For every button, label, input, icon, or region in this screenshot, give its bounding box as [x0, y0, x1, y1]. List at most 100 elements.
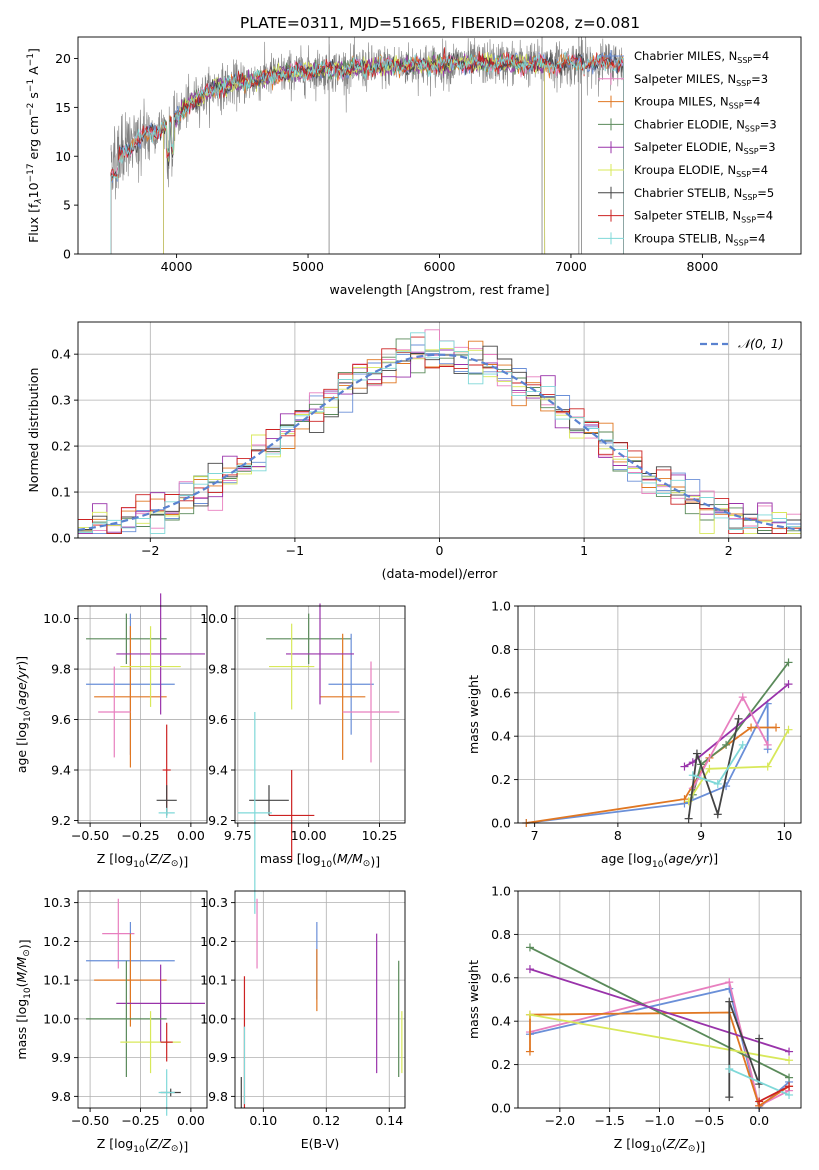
mass-vs-ebv-xtick-label: 0.10 — [249, 1113, 277, 1128]
residuals-gaussian-line — [78, 353, 801, 531]
legend-entry-value: =3 — [751, 72, 768, 86]
mass-vs-ebv-ytick-label: 10.2 — [200, 934, 228, 949]
residuals-xtick-label: 1 — [580, 543, 588, 558]
legend-entry-sub: SSP — [744, 147, 759, 156]
age-vs-Z-panel: −0.50 −0.25 0.009.29.49.69.810.0Z [log10(Z… — [14, 593, 208, 870]
weight-vs-age-xlabel-sub: 10 — [652, 860, 664, 870]
age-vs-Z-ylabel-part: age/yr — [14, 665, 29, 706]
age-vs-Z-xlabel-part: Z/Z — [149, 851, 172, 866]
legend-entry-n: N — [735, 140, 744, 154]
spectrum-ylabel-part: A — [26, 66, 41, 79]
weight-vs-age-ytick-label: 0.2 — [491, 772, 511, 787]
residuals-ytick-label: 0.4 — [51, 347, 71, 362]
weight-vs-Z-series-line — [728, 1001, 760, 1098]
mass-vs-ebv-ytick-label: 10.1 — [200, 973, 228, 988]
weight-vs-Z-ytick-label: 0.8 — [491, 927, 511, 942]
weight-vs-Z-xlabel-part: Z [log — [614, 1136, 650, 1151]
spectrum-ylabel-part: 10 — [26, 182, 41, 198]
age-vs-mass-xlabel-sub: ⊙ — [363, 859, 371, 869]
residuals-histogram — [78, 348, 801, 534]
mass-vs-Z-xtick-label: 0.00 — [177, 1113, 205, 1128]
spectrum-ytick-label: 5 — [63, 198, 71, 213]
spectrum-ylabel-sup: −1 — [26, 79, 36, 92]
mass-vs-Z-xlabel: Z [log10(Z/Z⊙)] — [97, 1136, 188, 1155]
mass-vs-Z-ylabel-sub: 10 — [23, 987, 33, 999]
mass-vs-Z-ytick-label: 10.2 — [43, 934, 71, 949]
age-vs-mass-ytick-label: 9.6 — [208, 712, 228, 727]
spectrum-ytick-label: 0 — [63, 247, 71, 262]
weight-vs-Z-series-line — [529, 1013, 790, 1062]
weight-vs-Z-panel: −2.0 −1.5 −1.0 −0.5 0.0 0.0 0.2 0.4 0.6 0.8 1.0 Z [… — [466, 884, 802, 1155]
spectrum-ylabel: Flux [fλ10−17 erg cm−2 s−1 A−1] — [26, 48, 44, 243]
residuals-ytick-label: 0.0 — [51, 531, 71, 546]
legend-entry-sub: SSP — [737, 56, 752, 65]
mass-vs-Z-ylabel-part: M/M — [14, 956, 29, 982]
age-vs-Z-xlabel-sub: 10 — [133, 860, 145, 870]
age-vs-mass-xlabel-sub: 10 — [321, 860, 333, 870]
age-vs-Z-xlabel-part: )] — [178, 854, 188, 869]
legend-entry: Chabrier ELODIE, NSSP=3 — [634, 117, 777, 133]
weight-vs-Z-xlabel-sub: ⊙ — [688, 1144, 696, 1154]
age-vs-mass-ytick-label: 9.8 — [208, 662, 228, 677]
spectrum-xtick-label: 8000 — [687, 259, 719, 274]
residuals-ytick-label: 0.2 — [51, 439, 71, 454]
weight-vs-age-series-line — [687, 729, 790, 802]
spectrum-ytick-label: 15 — [55, 100, 71, 115]
spectrum-ylabel-sup: −17 — [26, 163, 36, 182]
spectrum-xlabel: wavelength [Angstrom, rest frame] — [329, 282, 549, 297]
weight-vs-age-xtick-label: 9 — [697, 828, 705, 843]
weight-vs-Z-series-line — [529, 946, 790, 1079]
age-vs-mass-ytick-label: 9.4 — [208, 763, 228, 778]
legend-entry-n: N — [725, 231, 734, 245]
mass-vs-Z-ytick-label: 10.3 — [43, 895, 71, 910]
legend-entry-name: Chabrier ELODIE, — [634, 117, 736, 131]
age-vs-Z-xlabel-sub: ⊙ — [171, 859, 179, 869]
residuals-legend-label: 𝒩(0, 1) — [738, 336, 784, 351]
age-vs-Z-xtick-label: −0.25 — [121, 828, 159, 843]
weight-vs-Z-xlabel: Z [log10(Z/Z⊙)] — [614, 1136, 705, 1155]
residuals-xtick-label: −1 — [286, 543, 304, 558]
mass-vs-Z-ytick-label: 10.0 — [43, 1011, 71, 1026]
weight-vs-age-xtick-label: 7 — [531, 828, 539, 843]
legend-entry-name: Kroupa MILES, — [634, 95, 720, 109]
weight-vs-age-xtick-label: 8 — [614, 828, 622, 843]
spectrum-xtick-label: 4000 — [161, 259, 193, 274]
mass-vs-Z-ytick-label: 9.8 — [51, 1089, 71, 1104]
spectrum-xtick-label: 5000 — [292, 259, 324, 274]
legend-entry-n: N — [729, 49, 738, 63]
spectrum-ylabel-part: erg cm — [26, 116, 41, 164]
legend-entry-value: =3 — [760, 117, 777, 131]
age-vs-Z-xtick-label: 0.00 — [177, 828, 205, 843]
age-vs-mass-xlabel: mass [log10(M/M⊙)] — [260, 851, 380, 870]
spectrum-model-line — [110, 52, 624, 254]
legend-entry-sub: SSP — [736, 79, 751, 88]
mass-vs-ebv-xtick-label: 0.12 — [312, 1113, 340, 1128]
residuals-xtick-label: 2 — [725, 543, 733, 558]
age-vs-Z-ytick-label: 9.8 — [51, 662, 71, 677]
weight-vs-Z-xlabel-part: ( — [662, 1136, 667, 1151]
spectrum-xtick-label: 6000 — [424, 259, 456, 274]
legend-entry-name: Chabrier STELIB, — [634, 186, 734, 200]
residuals-xtick-label: −2 — [141, 543, 159, 558]
age-vs-Z-ytick-label: 9.4 — [51, 763, 71, 778]
age-vs-Z-frame — [77, 605, 208, 824]
residuals-histogram — [78, 345, 801, 534]
weight-vs-Z-xtick-label: −0.5 — [694, 1113, 724, 1128]
residuals-xtick-label: 0 — [436, 543, 444, 558]
age-vs-Z-ytick-label: 9.6 — [51, 712, 71, 727]
legend-entry-name: Salpeter MILES, — [634, 72, 727, 86]
weight-vs-Z-ylabel: mass weight — [466, 960, 481, 1039]
age-vs-Z-xlabel: Z [log10(Z/Z⊙)] — [97, 851, 188, 870]
spectrum-ytick-label: 10 — [55, 149, 71, 164]
weight-vs-Z-ytick-label: 1.0 — [491, 884, 511, 899]
weight-vs-Z-xlabel-part: Z/Z — [666, 1136, 689, 1151]
mass-vs-Z-xlabel-sub: ⊙ — [171, 1144, 179, 1154]
age-vs-mass-xlabel-part: ( — [332, 851, 337, 866]
mass-vs-ebv-ytick-label: 9.8 — [208, 1089, 228, 1104]
legend-entry-name: Kroupa STELIB, — [634, 231, 725, 245]
legend-entry-n: N — [734, 186, 743, 200]
age-vs-mass-xtick-label: 10.25 — [362, 828, 398, 843]
age-vs-mass-xlabel-part: )] — [370, 854, 380, 869]
